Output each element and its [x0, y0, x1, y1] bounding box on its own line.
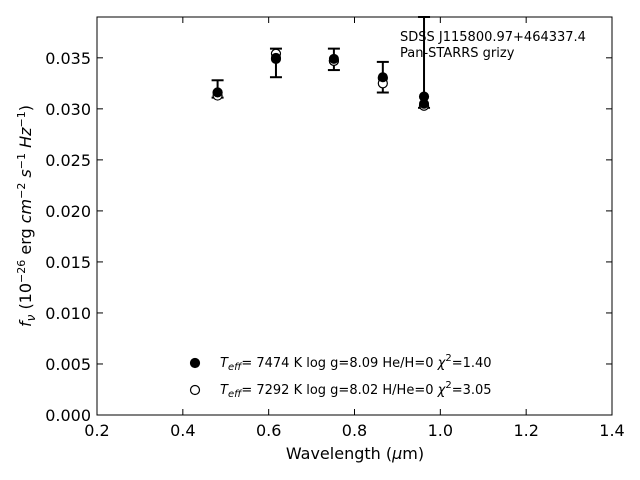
y-axis-label-part: −2 — [15, 183, 28, 199]
observed-point — [328, 53, 339, 64]
y-axis-label-part: Hz — [16, 127, 35, 148]
legend-text-part: T — [220, 383, 229, 398]
legend-text-part: χ — [437, 356, 447, 371]
y-axis-label-part: −1 — [15, 111, 28, 127]
y-tick-label: 0.030 — [45, 100, 91, 119]
legend-text-part: eff — [228, 389, 243, 400]
legend-text-part: T — [220, 356, 229, 371]
y-axis-label-part: ν — [24, 314, 38, 321]
y-tick-label: 0.025 — [45, 151, 91, 170]
legend-text-part: eff — [228, 362, 243, 373]
x-axis-label: Wavelength (μm) — [286, 444, 424, 463]
observed-point — [419, 98, 430, 109]
x-axis-ticks: 0.2 0.4 0.6 0.8 1.0 1.2 1.4 — [84, 17, 625, 440]
legend-text-part: =1.40 — [452, 356, 492, 371]
legend-text-part: χ — [437, 383, 447, 398]
x-axis-label-part: m) — [402, 444, 424, 463]
x-tick-label: 0.6 — [256, 421, 281, 440]
x-axis-label-part: μ — [391, 444, 402, 463]
x-tick-label: 0.2 — [84, 421, 109, 440]
y-tick-label: 0.005 — [45, 355, 91, 374]
legend-text-part: = 7474 K log g=8.09 He/H=0 — [241, 356, 437, 371]
legend-text-part: =3.05 — [452, 383, 492, 398]
y-tick-label: 0.015 — [45, 253, 91, 272]
data-points — [212, 48, 430, 111]
y-axis-label-part: −26 — [15, 260, 28, 283]
legend-text-part: 2 — [445, 380, 451, 391]
legend-text-part: = 7292 K log g=8.02 H/He=0 — [241, 383, 437, 398]
y-axis-ticks: 0.000 0.005 0.010 0.015 0.020 0.025 0.030 0.035 — [45, 49, 612, 425]
y-axis-label-part: cm — [16, 199, 35, 223]
annotation-survey: Pan-STARRS grizy — [400, 46, 515, 61]
x-tick-label: 1.0 — [428, 421, 453, 440]
y-axis-label: fν (10−26 erg cm−2 s−1 Hz−1) — [15, 105, 38, 327]
x-tick-label: 1.4 — [599, 421, 624, 440]
x-axis-label-part: Wavelength ( — [286, 444, 392, 463]
y-tick-label: 0.035 — [45, 49, 91, 68]
y-axis-label-part: f — [16, 319, 35, 327]
y-tick-label: 0.010 — [45, 304, 91, 323]
legend-marker — [189, 357, 201, 369]
y-tick-label: 0.000 — [45, 406, 91, 425]
observed-point — [270, 52, 281, 63]
x-tick-label: 0.8 — [342, 421, 367, 440]
y-axis-label-part: ) — [16, 105, 35, 111]
x-tick-label: 0.4 — [170, 421, 195, 440]
y-axis-label-part: −1 — [15, 153, 28, 169]
legend-entry: Teff= 7292 K log g=8.02 H/He=0 χ2=3.05 — [220, 380, 492, 400]
legend-entry: Teff= 7474 K log g=8.09 He/H=0 χ2=1.40 — [220, 353, 492, 373]
legend: Teff= 7474 K log g=8.09 He/H=0 χ2=1.40Te… — [189, 353, 492, 400]
legend-text-part: 2 — [445, 353, 451, 364]
y-axis-label-part: (10 — [16, 283, 35, 315]
plot-area — [96, 16, 613, 416]
y-axis-label-part: erg — [16, 223, 35, 259]
x-tick-label: 1.2 — [513, 421, 538, 440]
observed-point — [212, 87, 223, 98]
y-tick-label: 0.020 — [45, 202, 91, 221]
y-axis-label-part: s — [16, 169, 35, 177]
observed-point — [377, 72, 388, 83]
legend-marker — [189, 384, 201, 396]
annotation-object-name: SDSS J115800.97+464337.4 — [400, 30, 586, 45]
